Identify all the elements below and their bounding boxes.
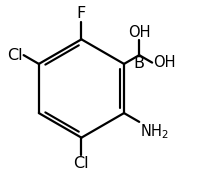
Text: Cl: Cl	[73, 156, 89, 171]
Text: OH: OH	[152, 55, 175, 70]
Text: NH$_2$: NH$_2$	[139, 123, 168, 141]
Text: F: F	[76, 6, 86, 21]
Text: OH: OH	[127, 25, 150, 40]
Text: B: B	[133, 56, 144, 71]
Text: Cl: Cl	[7, 48, 23, 63]
